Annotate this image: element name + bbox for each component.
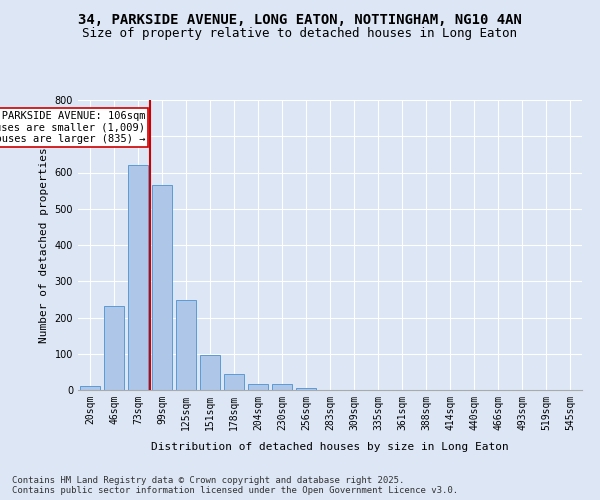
- Bar: [152, 185, 172, 390]
- Bar: [80, 386, 100, 390]
- Y-axis label: Number of detached properties: Number of detached properties: [39, 147, 49, 343]
- Text: Size of property relative to detached houses in Long Eaton: Size of property relative to detached ho…: [83, 28, 517, 40]
- Bar: [296, 388, 316, 390]
- Bar: [176, 300, 196, 390]
- Text: Contains HM Land Registry data © Crown copyright and database right 2025.
Contai: Contains HM Land Registry data © Crown c…: [12, 476, 458, 495]
- Bar: [128, 165, 148, 390]
- Bar: [224, 374, 244, 390]
- Text: Distribution of detached houses by size in Long Eaton: Distribution of detached houses by size …: [151, 442, 509, 452]
- Bar: [248, 384, 268, 390]
- Text: 34, PARKSIDE AVENUE, LONG EATON, NOTTINGHAM, NG10 4AN: 34, PARKSIDE AVENUE, LONG EATON, NOTTING…: [78, 12, 522, 26]
- Bar: [272, 384, 292, 390]
- Bar: [200, 355, 220, 390]
- Bar: [104, 306, 124, 390]
- Text: 34 PARKSIDE AVENUE: 106sqm
← 54% of detached houses are smaller (1,009)
45% of s: 34 PARKSIDE AVENUE: 106sqm ← 54% of deta…: [0, 111, 145, 144]
